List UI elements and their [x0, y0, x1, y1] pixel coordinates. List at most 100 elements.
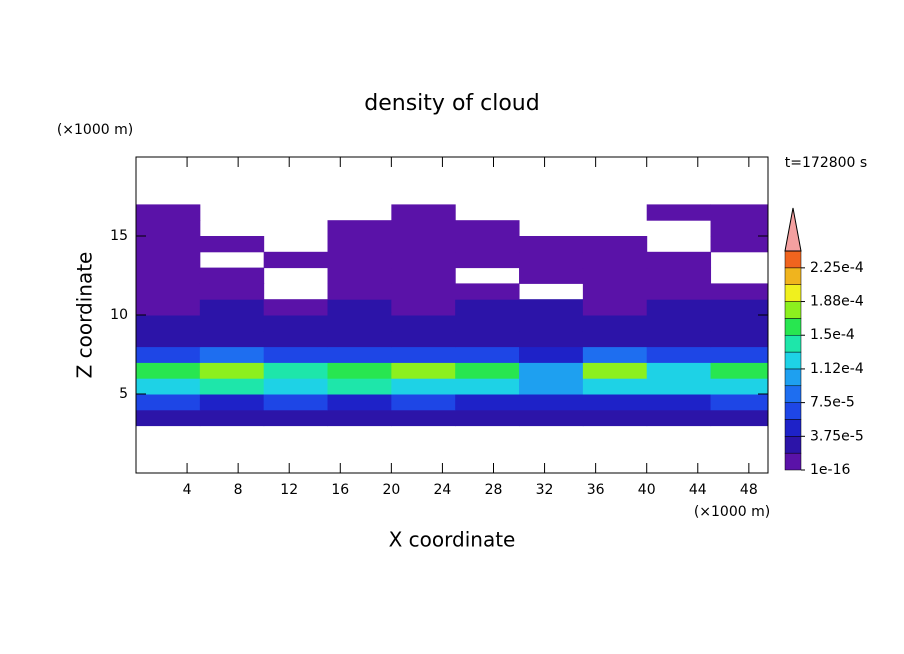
colorbar-band: [784, 402, 802, 420]
contour-cell: [327, 236, 392, 253]
contour-cell: [582, 267, 648, 284]
contour-cell: [263, 378, 329, 395]
contour-cell: [199, 315, 265, 332]
contour-cell: [582, 362, 648, 379]
contour-cell: [710, 220, 768, 237]
contour-cell: [391, 346, 456, 363]
contour-cell: [327, 299, 392, 316]
contour-cell: [646, 251, 712, 269]
contour-cell: [327, 267, 392, 284]
contour-cell: [136, 220, 201, 237]
time-label: t=172800 s: [785, 155, 867, 171]
contour-cell: [391, 236, 456, 253]
colorbar-label: 2.25e-4: [810, 260, 864, 276]
colorbar-band: [784, 436, 802, 454]
contour-cell: [582, 283, 648, 300]
contour-cell: [455, 409, 520, 427]
contour-cell: [391, 251, 456, 269]
contour-cell: [646, 299, 712, 316]
contour-cell: [519, 409, 584, 427]
x-tick-label: 12: [280, 482, 298, 498]
contour-cell: [391, 362, 456, 379]
x-tick-label: 24: [434, 482, 452, 498]
contour-cell: [519, 299, 584, 316]
contour-cell: [136, 409, 201, 427]
x-tick-label: 8: [234, 482, 243, 498]
contour-cell: [582, 299, 648, 316]
contour-cell: [646, 378, 712, 395]
colorbar-band: [784, 250, 802, 269]
contour-cell: [199, 362, 265, 379]
contour-cell: [582, 330, 648, 348]
x-tick-label: 36: [587, 482, 605, 498]
x-tick-label: 32: [536, 482, 554, 498]
contour-cell: [199, 378, 265, 395]
contour-cell: [263, 362, 329, 379]
contour-cell: [582, 409, 648, 427]
contour-cell: [455, 236, 520, 253]
contour-cell: [582, 346, 648, 363]
contour-cell: [327, 251, 392, 269]
contour-cell: [519, 378, 584, 395]
contour-cell: [582, 236, 648, 253]
contour-cell: [327, 346, 392, 363]
colorbar-band: [784, 284, 802, 302]
contour-cell: [199, 330, 265, 348]
contour-cell: [455, 330, 520, 348]
y-axis-label: Z coordinate: [73, 252, 97, 379]
contour-cell: [646, 283, 712, 300]
x-tick-label: 20: [382, 482, 400, 498]
colorbar-label: 1.88e-4: [810, 294, 864, 310]
contour-cell: [519, 251, 584, 269]
contour-cell: [136, 236, 201, 253]
contour-cell: [391, 409, 456, 427]
contour-cell: [391, 394, 456, 411]
contour-cell: [455, 346, 520, 363]
contour-cell: [327, 220, 392, 237]
x-tick-label: 40: [638, 482, 656, 498]
colorbar-label: 7.5e-5: [810, 395, 855, 411]
colorbar-band: [784, 301, 802, 319]
contour-cell: [199, 283, 265, 300]
x-tick-label: 44: [689, 482, 707, 498]
contour-cell: [136, 378, 201, 395]
x-tick-label: 4: [183, 482, 192, 498]
contour-cell: [710, 204, 768, 221]
contour-cell: [263, 394, 329, 411]
colorbar-band: [784, 318, 802, 336]
y-unit: (×1000 m): [57, 122, 133, 138]
contour-cell: [455, 283, 520, 300]
contour-cell: [582, 394, 648, 411]
contour-cell: [582, 378, 648, 395]
contour-cell: [391, 204, 456, 221]
chart-title: density of cloud: [364, 91, 539, 116]
contour-cell: [710, 378, 768, 395]
colorbar-band: [784, 267, 802, 285]
contour-cell: [391, 283, 456, 300]
contour-cell: [455, 251, 520, 269]
y-tick-label: 5: [119, 386, 128, 402]
contour-cell: [136, 299, 201, 316]
contour-cell: [136, 315, 201, 332]
contour-cell: [263, 251, 329, 269]
contour-cell: [391, 267, 456, 284]
contour-cell: [199, 236, 265, 253]
contour-cell: [391, 330, 456, 348]
contour-cell: [519, 394, 584, 411]
contour-cell: [710, 346, 768, 363]
y-tick-label: 15: [110, 228, 128, 244]
contour-cell: [455, 315, 520, 332]
x-axis-label: X coordinate: [389, 528, 516, 552]
contour-cell: [327, 394, 392, 411]
colorbar-band: [784, 452, 802, 471]
contour-cell: [199, 346, 265, 363]
contour-cell: [710, 283, 768, 300]
contour-cell: [710, 394, 768, 411]
contour-cell: [263, 315, 329, 332]
contour-cell: [582, 315, 648, 332]
contour-cell: [136, 267, 201, 284]
contour-cell: [646, 362, 712, 379]
contour-cell: [710, 362, 768, 379]
contour-cell: [263, 346, 329, 363]
